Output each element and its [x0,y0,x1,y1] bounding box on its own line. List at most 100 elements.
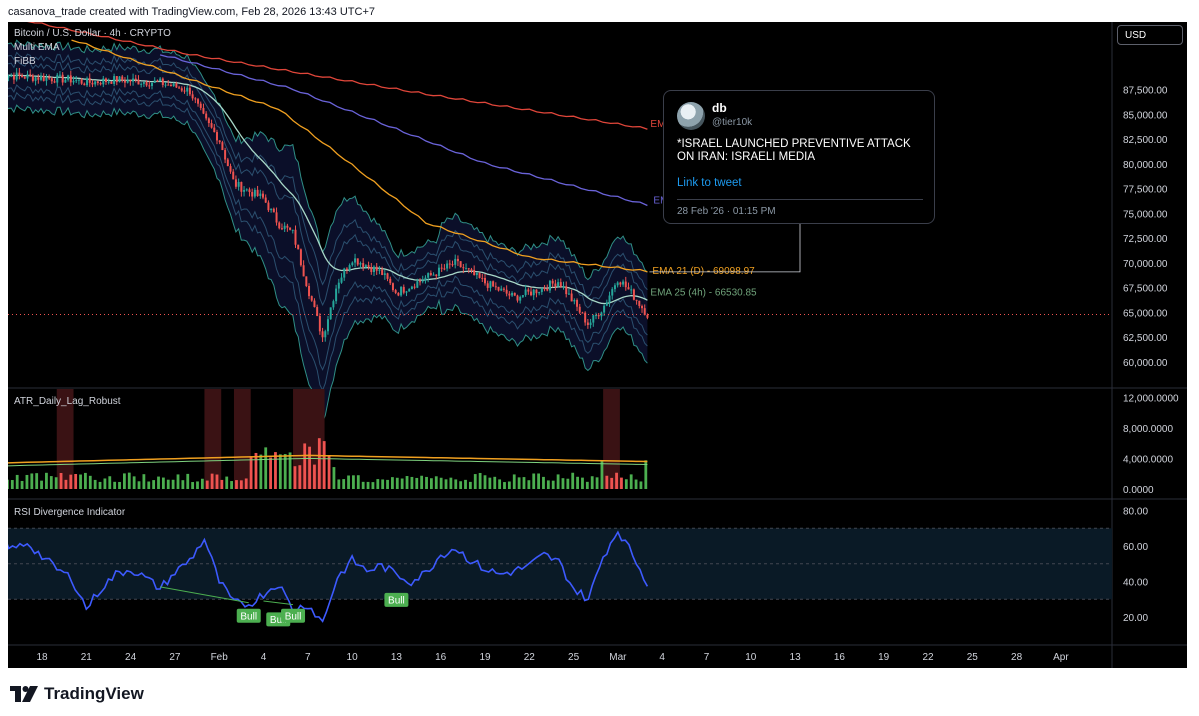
candle-body [15,72,18,80]
ema-red-line [26,22,648,130]
candle-body [400,286,403,296]
candle-body [638,300,641,307]
atr-bar [15,474,19,489]
atr-bar [629,474,633,489]
atr-bar [342,479,346,489]
price-axis-tick: 85,000.00 [1123,110,1168,121]
atr-bar [220,479,224,489]
candle-body [475,272,478,276]
candle-body [148,85,151,87]
candle-body [478,272,481,278]
atr-bar [278,454,282,489]
time-axis-tick: 10 [347,652,359,663]
rsi-pane-title[interactable]: RSI Divergence Indicator [14,507,126,518]
rsi-axis-tick: 40.00 [1123,578,1148,589]
bull-label-box [236,608,261,623]
atr-pane-title[interactable]: ATR_Daily_Lag_Robust [14,396,121,407]
candle-body [581,312,584,314]
symbol-title[interactable]: Bitcoin / U.S. Dollar · 4h · CRYPTO [14,28,171,39]
candle-body [213,127,216,133]
candle-body [521,295,524,297]
candle-body [308,285,311,297]
candle-body [283,225,286,229]
currency-button[interactable]: USD [1117,25,1183,45]
bull-label-box [281,608,306,623]
candle-body [205,113,208,119]
atr-bar [498,479,502,489]
candle-body [104,78,107,83]
candle-body [373,266,376,273]
candle-body [635,299,638,301]
atr-bar [444,479,448,489]
candle-body [451,264,454,266]
candle-body [272,208,275,213]
candle-body [270,208,273,211]
atr-bar [425,476,428,489]
candle-body [508,293,511,296]
indicator-fibb[interactable]: FiBB [14,56,36,67]
candle-body [142,82,145,84]
rsi-line [8,530,649,623]
atr-bar [191,482,195,489]
candle-body [456,258,459,262]
time-axis-tick: 25 [568,652,580,663]
candle-body [459,261,462,268]
atr-bar [391,477,394,489]
candle-body [381,269,384,275]
atr-bar [454,479,458,489]
candle-body [302,265,305,277]
candle-body [286,225,289,228]
candle-body [175,83,178,88]
time-axis-tick: 25 [967,652,979,663]
candle-body [121,76,124,81]
candle-body [280,228,283,230]
atr-bar [249,456,253,489]
candle-body [18,72,21,76]
candle-body [364,265,367,268]
candle-body [354,258,357,263]
atr-bar [503,482,506,489]
candle-body [178,87,181,89]
atr-axis-tick: 12,000.0000 [1123,393,1179,404]
candle-body [391,283,394,291]
time-axis-tick: 10 [745,652,757,663]
candle-body [557,282,560,287]
candle-body [161,78,164,85]
atr-bar [371,482,375,489]
atr-bar [98,481,102,489]
ema-blue-line [159,54,648,207]
atr-bar [157,476,160,489]
atr-bar [327,455,331,489]
atr-bar [527,480,531,489]
atr-bar [118,481,121,489]
candle-body [224,150,227,160]
chart-area[interactable]: EMA EM EMA 21 (D) - 69098.97 EMA 25 (4h) - … [8,22,1187,668]
candle-body [538,292,541,294]
price-axis-tick: 62,500.00 [1123,333,1168,344]
indicator-multi-ema[interactable]: Multi EMA [14,42,60,53]
candle-body [275,212,278,223]
candle-body [207,118,210,124]
candle-body [278,222,281,229]
atr-bar [429,478,433,489]
tweet-link[interactable]: Link to tweet [677,177,742,189]
atr-bar [546,480,550,489]
atr-bar [449,477,453,489]
candle-body [332,301,335,308]
atr-bar [405,476,409,489]
candle-body [251,192,254,197]
atr-bar [488,477,492,489]
candle-body [186,87,189,92]
atr-bar [171,479,175,489]
candle-body [140,83,143,85]
candle-body [132,78,135,82]
candle-body [630,289,633,291]
chart-canvas[interactable]: EMA EM EMA 21 (D) - 69098.97 EMA 25 (4h) - … [8,22,1187,668]
candle-body [34,77,37,81]
candle-body [497,286,500,291]
candle-body [586,322,589,326]
atr-bar [595,477,599,489]
candle-body [169,84,172,87]
candle-body [72,80,75,83]
candle-body [264,197,267,203]
